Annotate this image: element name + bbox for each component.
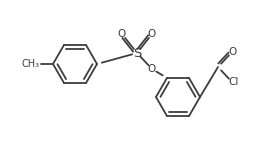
- Text: S: S: [133, 47, 141, 60]
- Text: O: O: [148, 29, 156, 39]
- Text: CH₃: CH₃: [22, 59, 40, 69]
- Text: O: O: [148, 64, 156, 74]
- Text: O: O: [229, 47, 237, 57]
- Text: Cl: Cl: [229, 77, 239, 87]
- Text: O: O: [118, 29, 126, 39]
